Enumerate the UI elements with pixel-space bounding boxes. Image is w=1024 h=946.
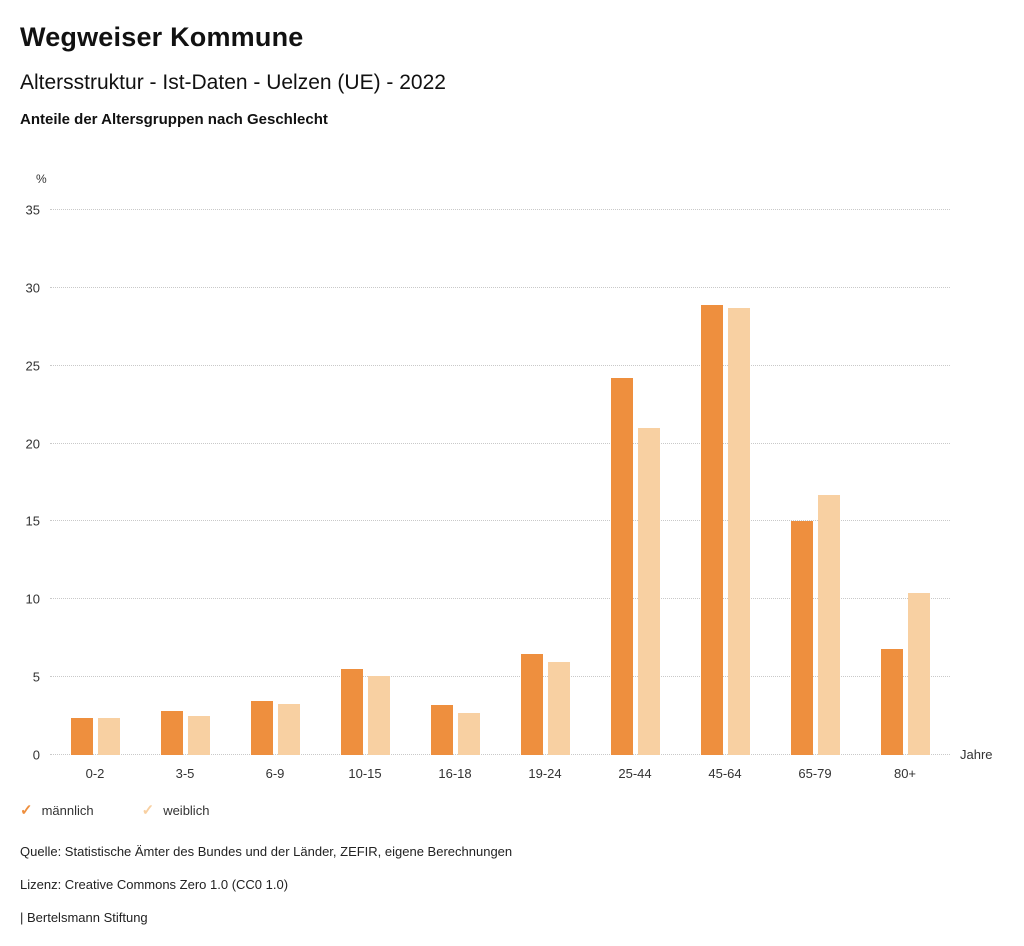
bar-group: 16-18 (430, 210, 480, 781)
bar-group: 3-5 (160, 210, 210, 781)
x-tick-label: 45-64 (708, 766, 742, 781)
page-subtitle: Altersstruktur - Ist-Daten - Uelzen (UE)… (20, 71, 446, 94)
legend-item-männlich[interactable]: ✓ männlich (20, 803, 94, 818)
bar-group: 10-15 (340, 210, 390, 781)
bar-weiblich[interactable] (97, 717, 120, 755)
gridline (50, 520, 950, 522)
y-tick-label: 15 (25, 513, 40, 529)
y-tick-label: 30 (25, 280, 40, 296)
bar-group: 19-24 (520, 210, 570, 781)
bar-group: 25-44 (610, 210, 660, 781)
gridline (50, 442, 950, 444)
bar-weiblich[interactable] (457, 712, 480, 755)
gridline (50, 598, 950, 600)
plot-area: Jahre 0 5 10 15 20 25 30 35 0-2 3-5 6-9 10-15 16-18 1… (26, 204, 993, 782)
bar-männlich[interactable] (700, 305, 723, 755)
bar-männlich[interactable] (250, 700, 273, 755)
license-text: Lizenz: Creative Commons Zero 1.0 (CC0 1… (20, 877, 289, 892)
bar-group: 6-9 (250, 210, 300, 781)
x-tick-label: 25-44 (618, 766, 652, 781)
bar-männlich[interactable] (70, 717, 93, 755)
y-tick-label: 5 (32, 669, 40, 685)
bar-männlich[interactable] (430, 705, 453, 755)
gridline (50, 364, 950, 366)
bar-männlich[interactable] (790, 521, 813, 755)
bar-weiblich[interactable] (367, 675, 390, 755)
bar-group: 0-2 (70, 210, 120, 781)
x-tick-label: 80+ (893, 766, 917, 781)
x-tick-label: 65-79 (798, 766, 832, 781)
x-tick-label: 0-2 (85, 766, 105, 781)
bar-männlich[interactable] (160, 711, 183, 755)
gridline (50, 209, 950, 210)
footer: Quelle: Statistische Ämter des Bundes un… (20, 844, 512, 943)
bar-männlich[interactable] (520, 653, 543, 755)
check-icon: ✓ (141, 802, 155, 819)
bar-weiblich[interactable] (187, 716, 210, 755)
bar-männlich[interactable] (610, 378, 633, 755)
y-tick-label: 0 (32, 747, 40, 763)
y-tick-label: 20 (25, 436, 40, 452)
x-tick-label: 16-18 (438, 766, 472, 781)
bar-weiblich[interactable] (547, 661, 570, 755)
x-axis-unit-label: Jahre (960, 747, 993, 762)
gridline (50, 676, 950, 678)
x-tick-label: 3-5 (175, 766, 195, 781)
header: Wegweiser Kommune Altersstruktur - Ist-D… (20, 22, 446, 128)
page-title: Wegweiser Kommune (20, 22, 304, 52)
bar-männlich[interactable] (880, 649, 903, 755)
x-tick-label: 6-9 (265, 766, 285, 781)
bar-group: 45-64 (700, 210, 750, 781)
bar-weiblich[interactable] (637, 428, 660, 755)
bar-weiblich[interactable] (817, 494, 840, 755)
legend-label: weiblich (163, 803, 210, 818)
x-tick-label: 19-24 (528, 766, 562, 781)
legend: ✓ männlich ✓ weiblich (20, 803, 209, 818)
legend-label: männlich (41, 803, 94, 818)
legend-item-weiblich[interactable]: ✓ weiblich (142, 803, 210, 818)
bar-group: 65-79 (790, 210, 840, 781)
gridline (50, 754, 950, 755)
source-text: Quelle: Statistische Ämter des Bundes un… (20, 844, 513, 859)
x-tick-label: 10-15 (348, 766, 382, 781)
y-tick-label: 35 (25, 202, 40, 218)
bar-groups: 0-2 3-5 6-9 10-15 16-18 19-24 25-44 45-64 65-79 8… (50, 210, 950, 781)
y-tick-label: 25 (25, 358, 40, 374)
bar-weiblich[interactable] (277, 703, 300, 755)
gridline (50, 286, 950, 288)
y-tick-label: 10 (25, 591, 40, 607)
check-icon: ✓ (20, 802, 33, 819)
bar-männlich[interactable] (340, 669, 363, 755)
y-axis-unit-label: % (36, 172, 47, 186)
bar-weiblich[interactable] (907, 593, 930, 755)
bar-weiblich[interactable] (727, 308, 750, 755)
bar-group: 80+ (880, 210, 930, 781)
attribution-text: | Bertelsmann Stiftung (20, 910, 148, 925)
chart-title: Anteile der Altersgruppen nach Geschlech… (20, 111, 328, 128)
